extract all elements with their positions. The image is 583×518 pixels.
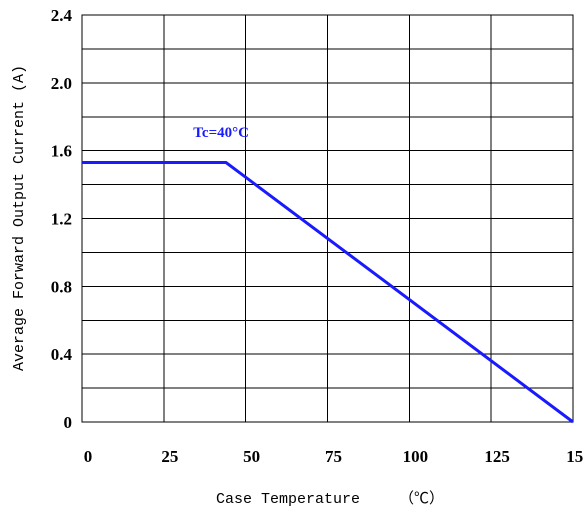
grid [82,15,573,422]
x-tick-label: 0 [84,447,93,466]
y-tick-labels: 0 0.4 0.8 1.2 1.6 2.0 2.4 [51,6,73,432]
y-tick-label: 2.4 [51,6,73,25]
x-tick-label: 25 [161,447,178,466]
y-tick-label: 1.2 [51,210,72,229]
y-axis-title: Average Forward Output Current (A) [11,65,28,371]
x-tick-label: 125 [484,447,510,466]
y-tick-label: 2.0 [51,74,72,93]
x-tick-labels: 0 25 50 75 100 125 150 [84,447,583,466]
series-group [82,161,574,424]
x-axis-title: Case Temperature （℃） [216,490,444,508]
y-tick-label: 0 [64,413,73,432]
series-line [82,161,574,424]
x-tick-label: 100 [403,447,429,466]
plot-frame [81,14,574,423]
x-tick-label: 50 [243,447,260,466]
y-tick-label: 0.8 [51,277,72,296]
x-tick-label: 150 [566,447,583,466]
annotation-label: Tc=40°C [193,125,249,141]
annotations: Tc=40°C [193,125,249,141]
y-tick-label: 0.4 [51,345,73,364]
x-tick-label: 75 [325,447,342,466]
y-tick-label: 1.6 [51,142,72,161]
